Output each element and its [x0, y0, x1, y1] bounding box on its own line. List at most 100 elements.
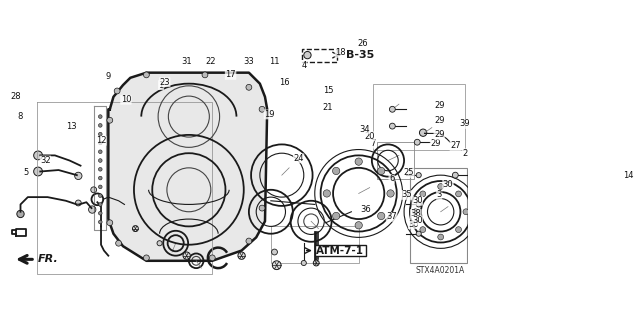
- Circle shape: [438, 184, 444, 189]
- Circle shape: [99, 159, 102, 162]
- Text: 15: 15: [323, 86, 333, 95]
- Text: 25: 25: [403, 168, 413, 178]
- Text: 23: 23: [159, 78, 170, 87]
- Text: 12: 12: [96, 136, 106, 145]
- Text: 13: 13: [67, 122, 77, 131]
- Circle shape: [271, 249, 277, 255]
- Circle shape: [355, 158, 362, 165]
- Text: 29: 29: [434, 130, 444, 140]
- Circle shape: [389, 106, 396, 112]
- Circle shape: [75, 172, 82, 180]
- Text: 21: 21: [323, 103, 333, 112]
- Circle shape: [333, 167, 340, 175]
- Text: 11: 11: [269, 57, 280, 66]
- Text: 28: 28: [11, 92, 21, 101]
- Text: 19: 19: [264, 110, 275, 119]
- Text: 10: 10: [121, 95, 131, 104]
- Text: STX4A0201A: STX4A0201A: [415, 267, 465, 276]
- Text: 7: 7: [371, 139, 376, 148]
- Bar: [373, 84, 465, 149]
- Circle shape: [99, 124, 102, 127]
- Text: 35: 35: [401, 190, 412, 199]
- Bar: [301, 49, 337, 62]
- Circle shape: [420, 227, 426, 233]
- Circle shape: [99, 132, 102, 136]
- Circle shape: [416, 231, 421, 236]
- Text: 24: 24: [293, 154, 304, 163]
- Circle shape: [323, 190, 330, 197]
- Text: 20: 20: [364, 132, 375, 141]
- Text: 36: 36: [360, 205, 371, 214]
- Text: 4: 4: [301, 61, 307, 70]
- Text: 31: 31: [181, 57, 192, 66]
- Circle shape: [438, 234, 444, 240]
- Circle shape: [272, 261, 281, 269]
- Bar: [271, 226, 358, 263]
- Circle shape: [463, 209, 469, 215]
- Text: 6: 6: [389, 174, 394, 183]
- Circle shape: [301, 260, 307, 266]
- Text: 32: 32: [40, 156, 51, 165]
- Circle shape: [238, 252, 245, 259]
- Circle shape: [99, 194, 102, 197]
- Circle shape: [143, 72, 149, 78]
- Circle shape: [246, 84, 252, 90]
- Text: 14: 14: [623, 171, 634, 180]
- Circle shape: [304, 52, 311, 59]
- Text: 29: 29: [430, 139, 441, 148]
- Text: 27: 27: [450, 141, 461, 150]
- Circle shape: [209, 255, 215, 261]
- Circle shape: [99, 150, 102, 154]
- Circle shape: [76, 200, 81, 206]
- Text: 30: 30: [408, 220, 419, 229]
- Circle shape: [416, 172, 421, 178]
- Text: 8: 8: [18, 112, 23, 121]
- Circle shape: [416, 202, 421, 207]
- Circle shape: [259, 205, 265, 211]
- FancyBboxPatch shape: [315, 245, 366, 256]
- Circle shape: [34, 151, 42, 160]
- Text: B-35: B-35: [346, 50, 374, 60]
- Text: 1: 1: [159, 81, 164, 90]
- Circle shape: [132, 226, 138, 232]
- Circle shape: [99, 185, 102, 189]
- Circle shape: [314, 260, 319, 266]
- Circle shape: [378, 212, 385, 220]
- Circle shape: [91, 187, 97, 193]
- Circle shape: [107, 220, 113, 226]
- Circle shape: [419, 129, 427, 136]
- Circle shape: [246, 238, 252, 244]
- Text: 37: 37: [387, 212, 397, 221]
- Circle shape: [88, 206, 96, 213]
- Text: 2: 2: [462, 149, 467, 158]
- Circle shape: [99, 176, 102, 180]
- Circle shape: [387, 190, 394, 197]
- Text: FR.: FR.: [38, 254, 59, 264]
- Circle shape: [259, 106, 265, 112]
- Circle shape: [413, 209, 419, 215]
- Circle shape: [456, 227, 461, 233]
- Circle shape: [17, 210, 24, 218]
- Text: 5: 5: [23, 168, 28, 178]
- Text: 18: 18: [335, 48, 346, 57]
- Circle shape: [333, 212, 340, 220]
- Text: 9: 9: [106, 72, 111, 81]
- Circle shape: [116, 240, 122, 246]
- Text: 30: 30: [412, 196, 422, 205]
- Text: 34: 34: [359, 124, 370, 133]
- Circle shape: [99, 212, 102, 215]
- Text: 17: 17: [225, 70, 236, 79]
- Circle shape: [202, 72, 208, 78]
- Text: 3: 3: [436, 190, 442, 199]
- Bar: [410, 168, 467, 263]
- Circle shape: [107, 117, 113, 123]
- Text: 29: 29: [434, 101, 444, 110]
- Circle shape: [99, 115, 102, 118]
- Circle shape: [420, 191, 426, 197]
- Circle shape: [389, 123, 396, 129]
- Text: 30: 30: [443, 180, 453, 189]
- Text: 33: 33: [243, 57, 254, 66]
- Circle shape: [378, 167, 385, 175]
- Text: 38: 38: [410, 210, 421, 219]
- Circle shape: [456, 191, 461, 197]
